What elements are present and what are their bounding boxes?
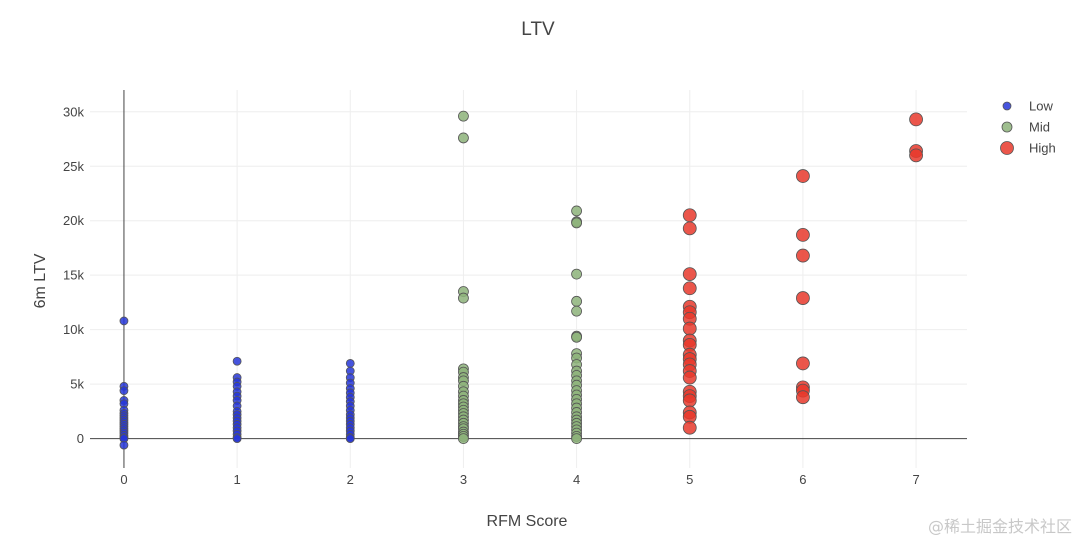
y-tick-label: 10k bbox=[63, 322, 84, 337]
data-point-high[interactable] bbox=[796, 227, 810, 242]
legend-label-high[interactable]: High bbox=[1029, 141, 1056, 156]
data-point-high[interactable] bbox=[682, 370, 697, 385]
data-point-low[interactable] bbox=[345, 434, 355, 443]
data-point-low[interactable] bbox=[119, 440, 129, 450]
x-axis-title: RFM Score bbox=[487, 513, 568, 530]
x-tick-label: 5 bbox=[686, 472, 693, 487]
legend-label-mid[interactable]: Mid bbox=[1029, 120, 1050, 135]
data-point-mid[interactable] bbox=[571, 305, 582, 317]
y-tick-label: 30k bbox=[63, 104, 84, 119]
data-points[interactable] bbox=[119, 110, 923, 450]
chart-title: LTV bbox=[521, 19, 555, 40]
data-point-high[interactable] bbox=[796, 169, 810, 183]
data-point-high[interactable] bbox=[796, 291, 810, 305]
y-tick-label: 5k bbox=[70, 377, 84, 392]
x-tick-label: 6 bbox=[799, 472, 806, 487]
data-point-high[interactable] bbox=[796, 390, 810, 405]
data-point-mid[interactable] bbox=[571, 268, 582, 280]
data-point-high[interactable] bbox=[682, 208, 697, 223]
data-point-low[interactable] bbox=[345, 359, 355, 368]
data-point-high[interactable] bbox=[796, 356, 810, 371]
y-tick-label: 25k bbox=[63, 159, 84, 174]
data-point-mid[interactable] bbox=[571, 217, 582, 229]
y-tick-label: 15k bbox=[63, 268, 84, 283]
data-point-low[interactable] bbox=[232, 356, 242, 366]
y-tick-label: 20k bbox=[63, 213, 84, 228]
x-tick-label: 0 bbox=[120, 472, 127, 487]
data-point-mid[interactable] bbox=[571, 205, 582, 217]
y-tick-label: 0 bbox=[77, 431, 84, 446]
data-point-mid[interactable] bbox=[458, 433, 469, 444]
data-point-high[interactable] bbox=[682, 393, 697, 408]
legend-marker-mid[interactable] bbox=[1001, 121, 1013, 133]
tick-labels: 0 1 2 3 4 5 6 7 0 5k 10k 15k 20k 25k 30k bbox=[63, 104, 920, 487]
data-point-high[interactable] bbox=[682, 321, 697, 336]
x-tick-label: 1 bbox=[233, 472, 240, 487]
data-point-high[interactable] bbox=[909, 112, 923, 127]
y-axis-title: 6m LTV bbox=[32, 253, 49, 308]
data-point-high[interactable] bbox=[682, 267, 697, 281]
data-point-high[interactable] bbox=[682, 221, 697, 236]
data-point-mid[interactable] bbox=[571, 433, 582, 444]
data-point-mid[interactable] bbox=[458, 110, 469, 122]
grid bbox=[90, 90, 967, 468]
legend-label-low[interactable]: Low bbox=[1029, 99, 1053, 114]
data-point-high[interactable] bbox=[909, 148, 923, 163]
data-point-low[interactable] bbox=[119, 316, 129, 326]
data-point-mid[interactable] bbox=[571, 331, 582, 343]
x-tick-label: 3 bbox=[460, 472, 467, 487]
x-tick-label: 4 bbox=[573, 472, 580, 487]
x-tick-label: 7 bbox=[912, 472, 919, 487]
legend-marker-high[interactable] bbox=[1000, 141, 1014, 155]
data-point-high[interactable] bbox=[682, 420, 697, 435]
watermark: @稀土掘金技术社区 bbox=[927, 517, 1072, 536]
data-point-low[interactable] bbox=[232, 434, 242, 443]
data-point-mid[interactable] bbox=[458, 292, 469, 304]
data-point-high[interactable] bbox=[682, 281, 697, 296]
legend[interactable]: Low Mid High bbox=[1000, 99, 1056, 156]
data-point-mid[interactable] bbox=[571, 295, 582, 307]
data-point-low[interactable] bbox=[119, 386, 129, 396]
axes bbox=[90, 90, 967, 468]
legend-marker-low[interactable] bbox=[1002, 101, 1012, 111]
data-point-high[interactable] bbox=[796, 248, 810, 263]
x-tick-label: 2 bbox=[347, 472, 354, 487]
data-point-mid[interactable] bbox=[458, 132, 469, 144]
